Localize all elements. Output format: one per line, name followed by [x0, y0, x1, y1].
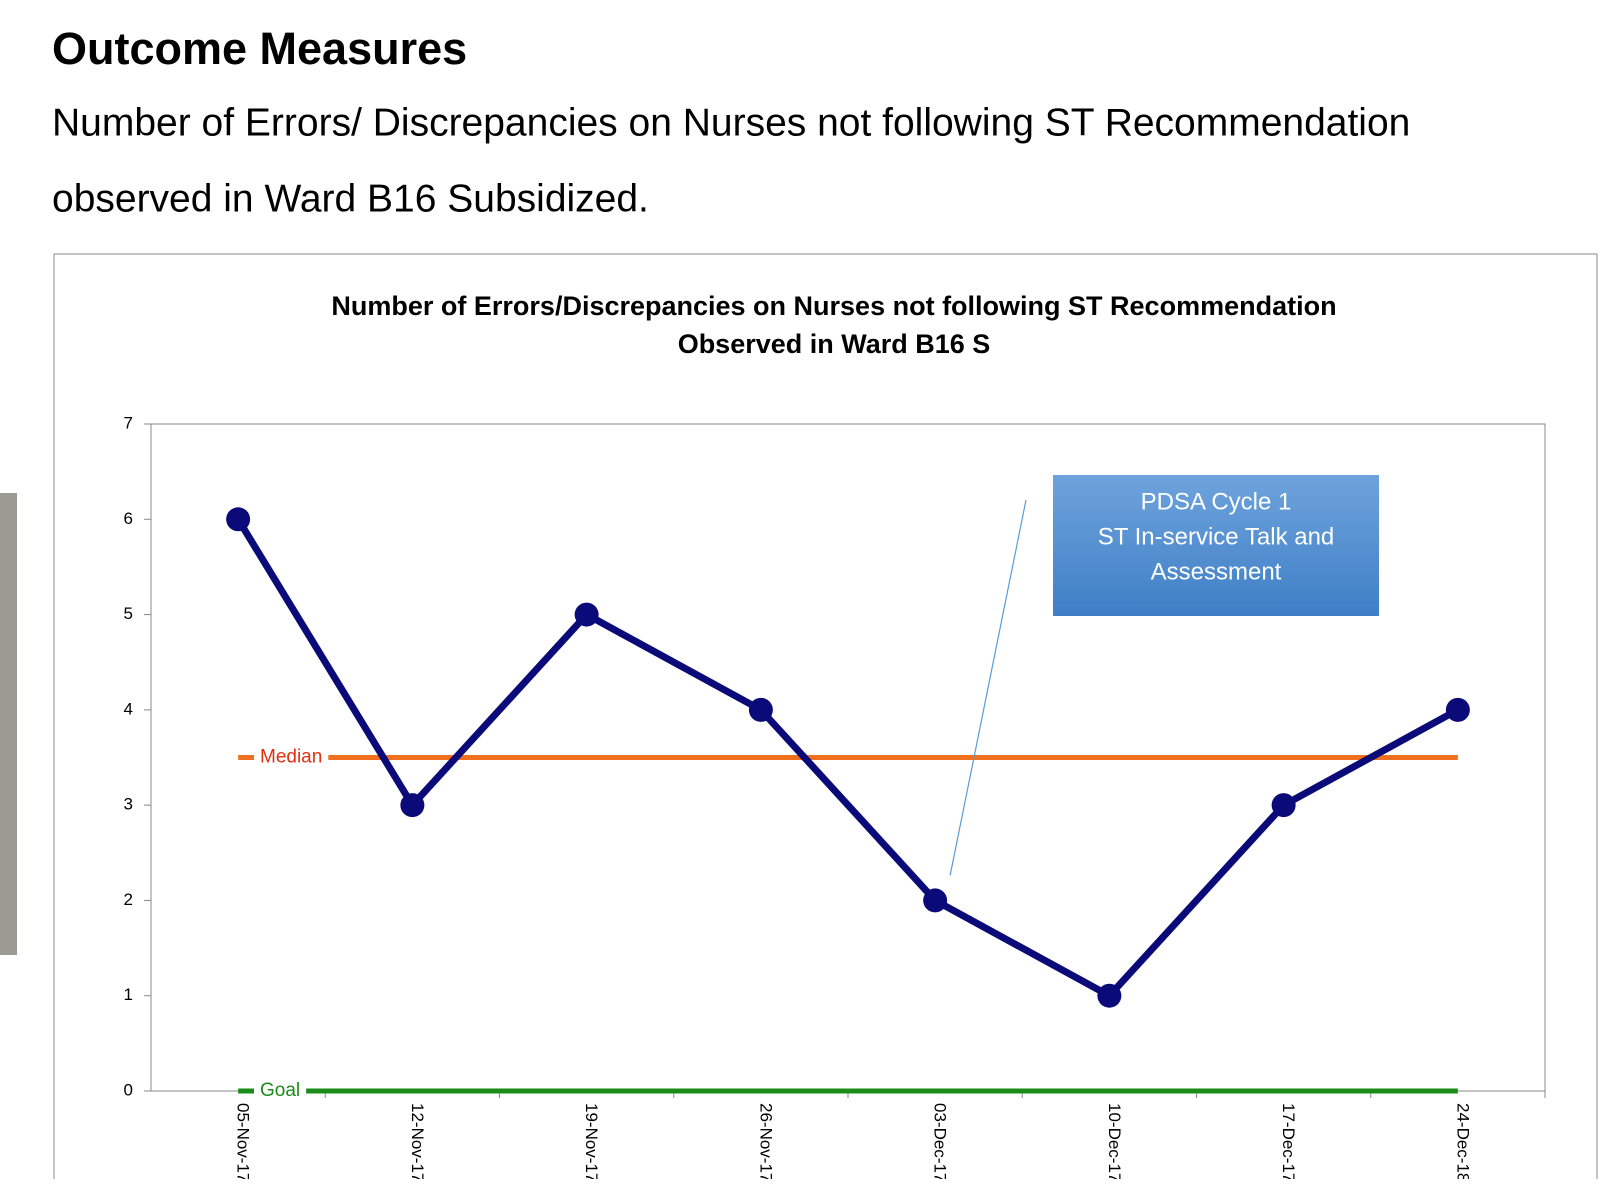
callout-text: Assessment — [1151, 558, 1282, 585]
data-point — [575, 603, 599, 627]
data-point — [400, 793, 424, 817]
y-tick-label: 1 — [124, 985, 133, 1004]
chart-frame — [54, 254, 1597, 1179]
y-tick-label: 6 — [124, 509, 133, 528]
data-point — [923, 888, 947, 912]
y-tick-label: 7 — [124, 413, 133, 432]
subtitle: observed in Ward B16 Subsidized. — [52, 177, 649, 220]
reference-label: Median — [260, 747, 322, 768]
y-tick-label: 0 — [124, 1080, 133, 1099]
x-tick-label: 10-Dec-17 — [1105, 1103, 1124, 1179]
callout-text: ST In-service Talk and — [1098, 523, 1335, 550]
data-point — [1446, 698, 1470, 722]
page: Outcome Measures Number of Errors/ Discr… — [0, 0, 1618, 1179]
photo-fragment — [0, 493, 17, 955]
slide: Outcome Measures Number of Errors/ Discr… — [0, 0, 1618, 1179]
x-tick-label: 17-Dec-17 — [1279, 1103, 1298, 1179]
x-tick-label: 12-Nov-17 — [408, 1103, 427, 1179]
data-point — [1097, 984, 1121, 1008]
data-point — [226, 507, 250, 531]
chart-title: Number of Errors/Discrepancies on Nurses… — [331, 291, 1336, 321]
page-title: Outcome Measures — [52, 23, 467, 74]
y-tick-label: 4 — [124, 699, 133, 718]
x-tick-label: 26-Nov-17 — [756, 1103, 775, 1179]
chart-title: Observed in Ward B16 S — [678, 329, 991, 359]
y-tick-label: 5 — [124, 604, 133, 623]
y-tick-label: 2 — [124, 890, 133, 909]
x-tick-label: 19-Nov-17 — [582, 1103, 601, 1179]
data-point — [749, 698, 773, 722]
callout-text: PDSA Cycle 1 — [1141, 488, 1292, 515]
x-tick-label: 05-Nov-17 — [234, 1103, 253, 1179]
x-tick-label: 03-Dec-17 — [931, 1103, 950, 1179]
subtitle: Number of Errors/ Discrepancies on Nurse… — [52, 101, 1410, 144]
x-tick-label: 24-Dec-18 — [1453, 1103, 1472, 1179]
data-point — [1272, 793, 1296, 817]
reference-label: Goal — [260, 1080, 300, 1101]
y-tick-label: 3 — [124, 795, 133, 814]
